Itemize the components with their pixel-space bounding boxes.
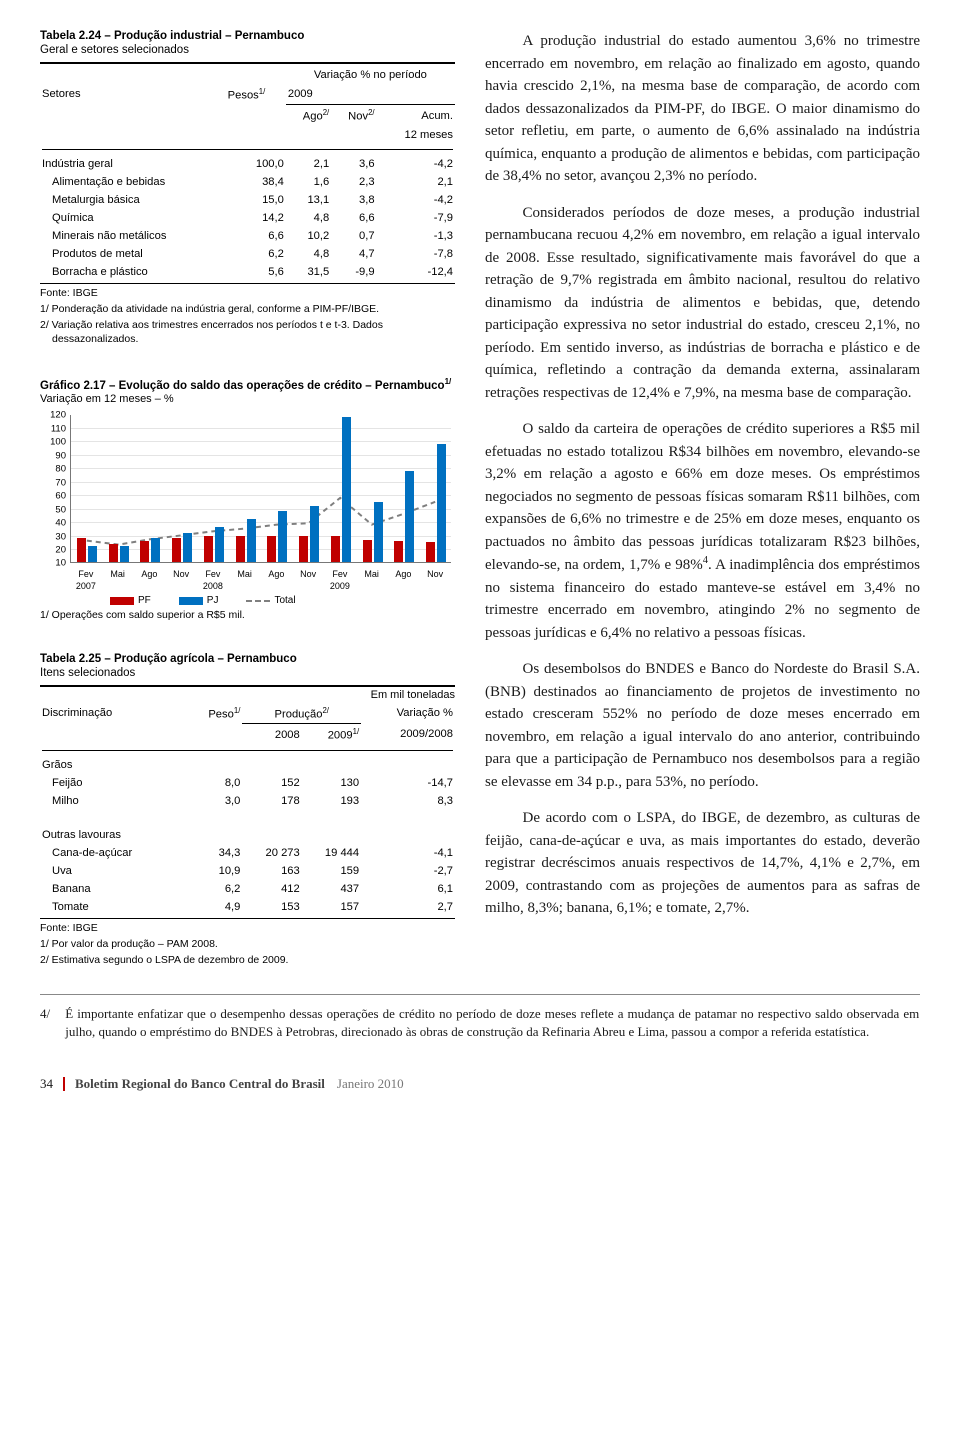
- para-1: A produção industrial do estado aumentou…: [485, 30, 920, 188]
- table-row: Metalurgia básica 15,013,13,8-4,2: [40, 191, 455, 209]
- table-row: Borracha e plástico 5,631,5-9,9-12,4: [40, 263, 455, 281]
- chart-legend: PF PJ Total: [40, 595, 455, 606]
- table-row: Química 14,24,86,6-7,9: [40, 209, 455, 227]
- table-224-fonte: Fonte: IBGE: [40, 286, 455, 300]
- table-row: Alimentação e bebidas 38,41,62,32,1: [40, 173, 455, 191]
- table-row: Feijão8,0152130-14,7: [40, 774, 455, 792]
- table-225-fonte: Fonte: IBGE: [40, 921, 455, 935]
- table-row: Uva10,9163159-2,7: [40, 862, 455, 880]
- table-224-grid: Variação % no período Setores Pesos1/ 20…: [40, 66, 455, 281]
- chart-plot-area: [70, 415, 451, 563]
- table-225-note2: 2/ Estimativa segundo o LSPA de dezembro…: [40, 953, 455, 967]
- table-224-note2: 2/ Variação relativa aos trimestres ence…: [40, 318, 455, 346]
- table-225-grid: Discriminação Peso1/ Produção2/ Variação…: [40, 703, 455, 916]
- table-224-title: Tabela 2.24 – Produção industrial – Pern…: [40, 30, 455, 42]
- para-2: Considerados períodos de doze meses, a p…: [485, 202, 920, 405]
- para-5: De acordo com o LSPA, do IBGE, de dezemb…: [485, 807, 920, 920]
- page-number: 34: [40, 1076, 53, 1092]
- para-4: Os desembolsos do BNDES e Banco do Norde…: [485, 658, 920, 793]
- footnote: 4/ É importante enfatizar que o desempen…: [40, 1005, 920, 1043]
- page-footer: 34 Boletim Regional do Banco Central do …: [40, 1076, 920, 1092]
- table-row: Milho3,01781938,3: [40, 792, 455, 810]
- table-225-note1: 1/ Por valor da produção – PAM 2008.: [40, 937, 455, 951]
- table-row: Minerais não metálicos 6,610,20,7-1,3: [40, 227, 455, 245]
- table-225-subtitle: Itens selecionados: [40, 667, 455, 679]
- chart-title: Gráfico 2.17 – Evolução do saldo das ope…: [40, 377, 455, 394]
- body-text: A produção industrial do estado aumentou…: [485, 30, 920, 970]
- table-224-subtitle: Geral e setores selecionados: [40, 44, 455, 56]
- table-224-note1: 1/ Ponderação da atividade na indústria …: [40, 302, 455, 316]
- table-225: Tabela 2.25 – Produção agrícola – Pernam…: [40, 653, 455, 968]
- chart-note: 1/ Operações com saldo superior a R$5 mi…: [40, 608, 455, 622]
- table-row: Cana-de-açúcar34,320 27319 444-4,1: [40, 844, 455, 862]
- para-3: O saldo da carteira de operações de créd…: [485, 418, 920, 644]
- chart-217: Gráfico 2.17 – Evolução do saldo das ope…: [40, 377, 455, 623]
- table-row: Tomate4,91531572,7: [40, 898, 455, 916]
- table-row: Produtos de metal 6,24,84,7-7,8: [40, 245, 455, 263]
- chart-subtitle: Variação em 12 meses – %: [40, 393, 455, 405]
- table-224: Tabela 2.24 – Produção industrial – Pern…: [40, 30, 455, 347]
- table-225-title: Tabela 2.25 – Produção agrícola – Pernam…: [40, 653, 455, 665]
- table-row: Indústria geral 100,02,13,6-4,2: [40, 155, 455, 173]
- table-row: Banana6,24124376,1: [40, 880, 455, 898]
